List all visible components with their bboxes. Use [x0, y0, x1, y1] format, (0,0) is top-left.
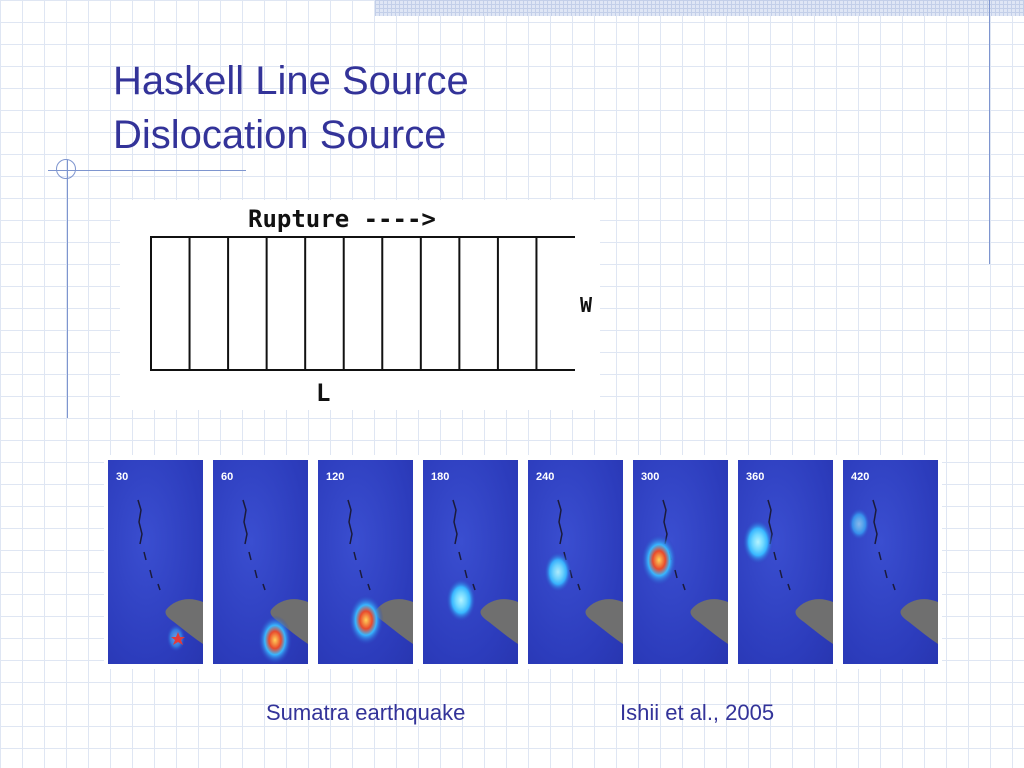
title-line-2: Dislocation Source [113, 113, 447, 157]
island-chain [452, 499, 476, 591]
snapshot-time-label: 420 [851, 471, 870, 483]
right-accent-line [989, 0, 990, 264]
snapshot-time-label: 360 [746, 471, 765, 483]
land-mass [480, 599, 518, 644]
slide-title: Haskell Line Source Dislocation Source [113, 54, 469, 162]
slip-patch [641, 534, 677, 586]
slip-patch [544, 551, 572, 593]
left-accent-line [67, 160, 68, 418]
island-chain [242, 499, 266, 591]
snapshot-map [742, 499, 833, 644]
snapshot-time-label: 120 [326, 471, 345, 483]
island-chain [872, 499, 896, 591]
title-underline [48, 170, 246, 171]
snapshot-panel: 300 [633, 460, 728, 664]
snapshot-time-label: 60 [221, 471, 234, 483]
snapshot-map [137, 499, 203, 653]
land-mass [270, 599, 308, 644]
caption-event: Sumatra earthquake [266, 700, 466, 725]
land-mass [375, 599, 413, 644]
snapshot-panel: 240 [528, 460, 623, 664]
slip-patch [348, 594, 384, 646]
rupture-diagram-svg: Rupture ----> W L [150, 205, 593, 407]
slip-patch [742, 519, 774, 565]
land-mass [900, 599, 938, 644]
snapshot-panel: 30 [108, 460, 203, 664]
land-mass [795, 599, 833, 644]
island-chain [137, 499, 161, 591]
snapshot-panel: 120 [318, 460, 413, 664]
snapshot-map [641, 499, 728, 644]
island-chain [347, 499, 371, 591]
length-label: L [316, 379, 330, 407]
snapshot-panel: 180 [423, 460, 518, 664]
snapshot-time-label: 300 [641, 471, 660, 483]
snapshot-map [446, 499, 518, 644]
fault-outline [150, 236, 575, 371]
snapshot-panel: 60 [213, 460, 308, 664]
snapshot-map [242, 499, 308, 664]
rupture-snapshot-strip: 30 60 120 180 240 300 360 420 [104, 455, 942, 669]
snapshot-panel: 360 [738, 460, 833, 664]
land-mass [690, 599, 728, 644]
crosshair-ornament [56, 159, 76, 179]
rupture-label: Rupture ----> [248, 205, 436, 233]
rupture-diagram: Rupture ----> W L [120, 200, 600, 410]
snapshot-panel: 420 [843, 460, 938, 664]
fault-grid [150, 236, 575, 371]
land-mass [165, 599, 203, 644]
land-mass [585, 599, 623, 644]
epicenter-star-icon [171, 632, 185, 645]
title-line-1: Haskell Line Source [113, 59, 469, 103]
slip-patch [258, 615, 292, 664]
snapshot-time-label: 240 [536, 471, 555, 483]
snapshot-map [544, 499, 623, 644]
island-chain [767, 499, 791, 591]
top-decorative-band [375, 0, 1024, 16]
width-label: W [580, 293, 593, 317]
snapshot-time-label: 30 [116, 471, 129, 483]
snapshot-map [347, 499, 413, 646]
slip-patch [446, 578, 476, 622]
snapshot-map [848, 499, 938, 644]
slip-patch [848, 507, 870, 541]
caption-citation: Ishii et al., 2005 [620, 700, 775, 725]
snapshot-time-label: 180 [431, 471, 450, 483]
